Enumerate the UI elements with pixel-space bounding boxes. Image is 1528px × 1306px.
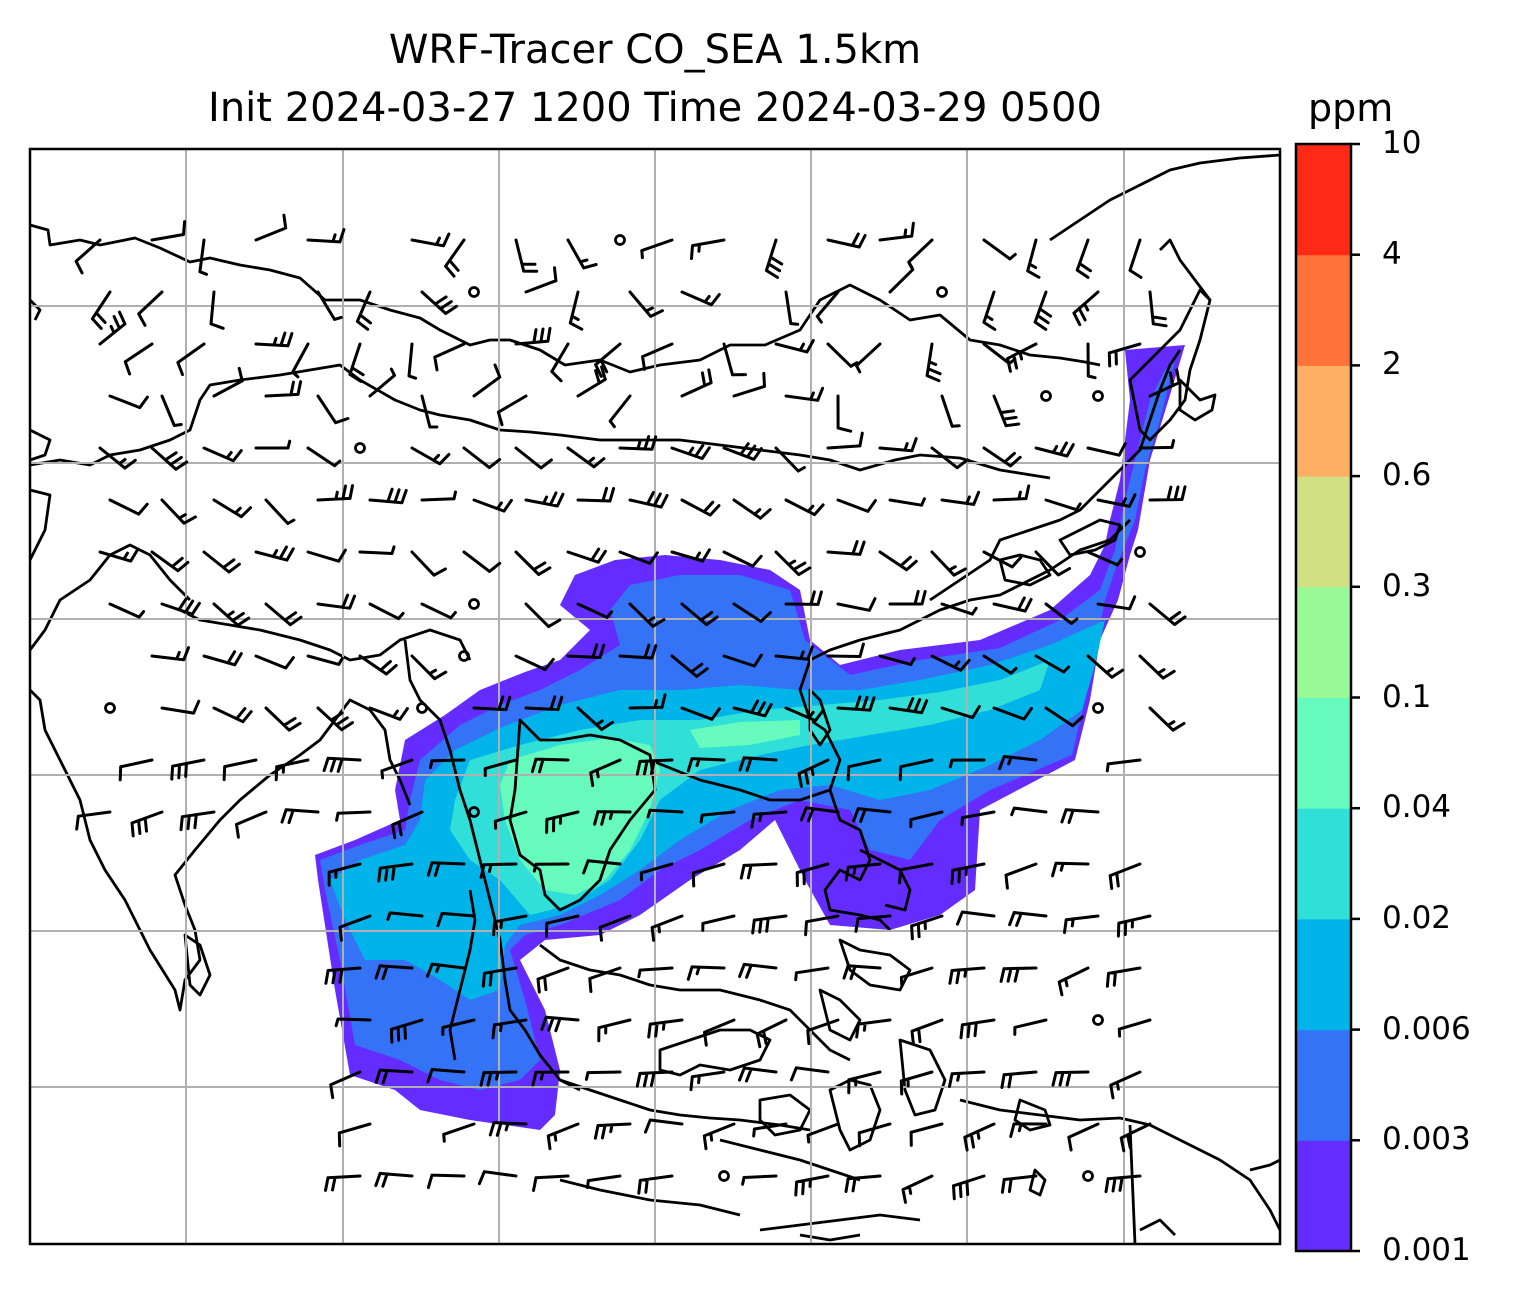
calm-wind-marker: [458, 650, 470, 662]
map-frame: [28, 147, 1282, 1246]
map-title-line-2: Init 2024-03-27 1200 Time 2024-03-29 050…: [208, 85, 1102, 131]
colorbar-tick-label: 0.3: [1382, 567, 1432, 604]
colorbar-tick-label: 0.1: [1382, 678, 1432, 715]
calm-wind-marker: [936, 286, 948, 298]
calm-wind-marker: [468, 598, 480, 610]
colorbar-segment: [1296, 144, 1351, 256]
colorbar-segment: [1296, 476, 1351, 588]
tracer-plume: [315, 345, 1185, 1130]
calm-wind-marker: [1134, 546, 1146, 558]
colorbar-segment: [1296, 1029, 1351, 1141]
colorbar-tick-label: 0.02: [1382, 899, 1452, 936]
calm-wind-marker: [1092, 1014, 1104, 1026]
calm-wind-marker: [1092, 390, 1104, 402]
calm-wind-marker: [1040, 390, 1052, 402]
map-title-line-1: WRF-Tracer CO_SEA 1.5km: [388, 27, 922, 73]
colorbar-segment: [1296, 1140, 1351, 1252]
colorbar-segment: [1296, 918, 1351, 1031]
calm-wind-marker: [614, 234, 626, 246]
calm-wind-marker: [1092, 702, 1104, 714]
colorbar: [1294, 142, 1360, 1253]
colorbar-tick-label: 4: [1382, 235, 1402, 272]
calm-wind-marker: [1082, 1170, 1094, 1182]
colorbar-segment: [1296, 586, 1351, 698]
calm-wind-markers: [104, 234, 1146, 1182]
graticule: [30, 149, 1280, 1244]
colorbar-segment: [1296, 808, 1351, 920]
colorbar-segment: [1296, 697, 1351, 809]
calm-wind-marker: [468, 286, 480, 298]
colorbar-tick-label: 0.006: [1382, 1010, 1471, 1047]
colorbar-tick-label: 0.04: [1382, 789, 1452, 826]
calm-wind-marker: [416, 702, 428, 714]
calm-wind-marker: [718, 1170, 730, 1182]
colorbar-segment: [1296, 254, 1351, 366]
colorbar-tick-label: 0.001: [1382, 1232, 1471, 1268]
calm-wind-marker: [468, 806, 480, 818]
colorbar-tick-label: 0.6: [1382, 457, 1432, 494]
wind-barbs: [74, 213, 1187, 1204]
colorbar-unit-label: ppm: [1308, 86, 1394, 130]
wind-barb-set: [74, 213, 1187, 1204]
colorbar-tick-label: 10: [1382, 125, 1422, 161]
plume-band-0.04: [500, 720, 800, 895]
colorbar-tick-label: 2: [1382, 346, 1402, 383]
calm-wind-marker: [354, 442, 366, 454]
colorbar-segment: [1296, 365, 1351, 477]
colorbar-tick-label: 0.003: [1382, 1121, 1471, 1158]
calm-wind-marker: [104, 702, 116, 714]
